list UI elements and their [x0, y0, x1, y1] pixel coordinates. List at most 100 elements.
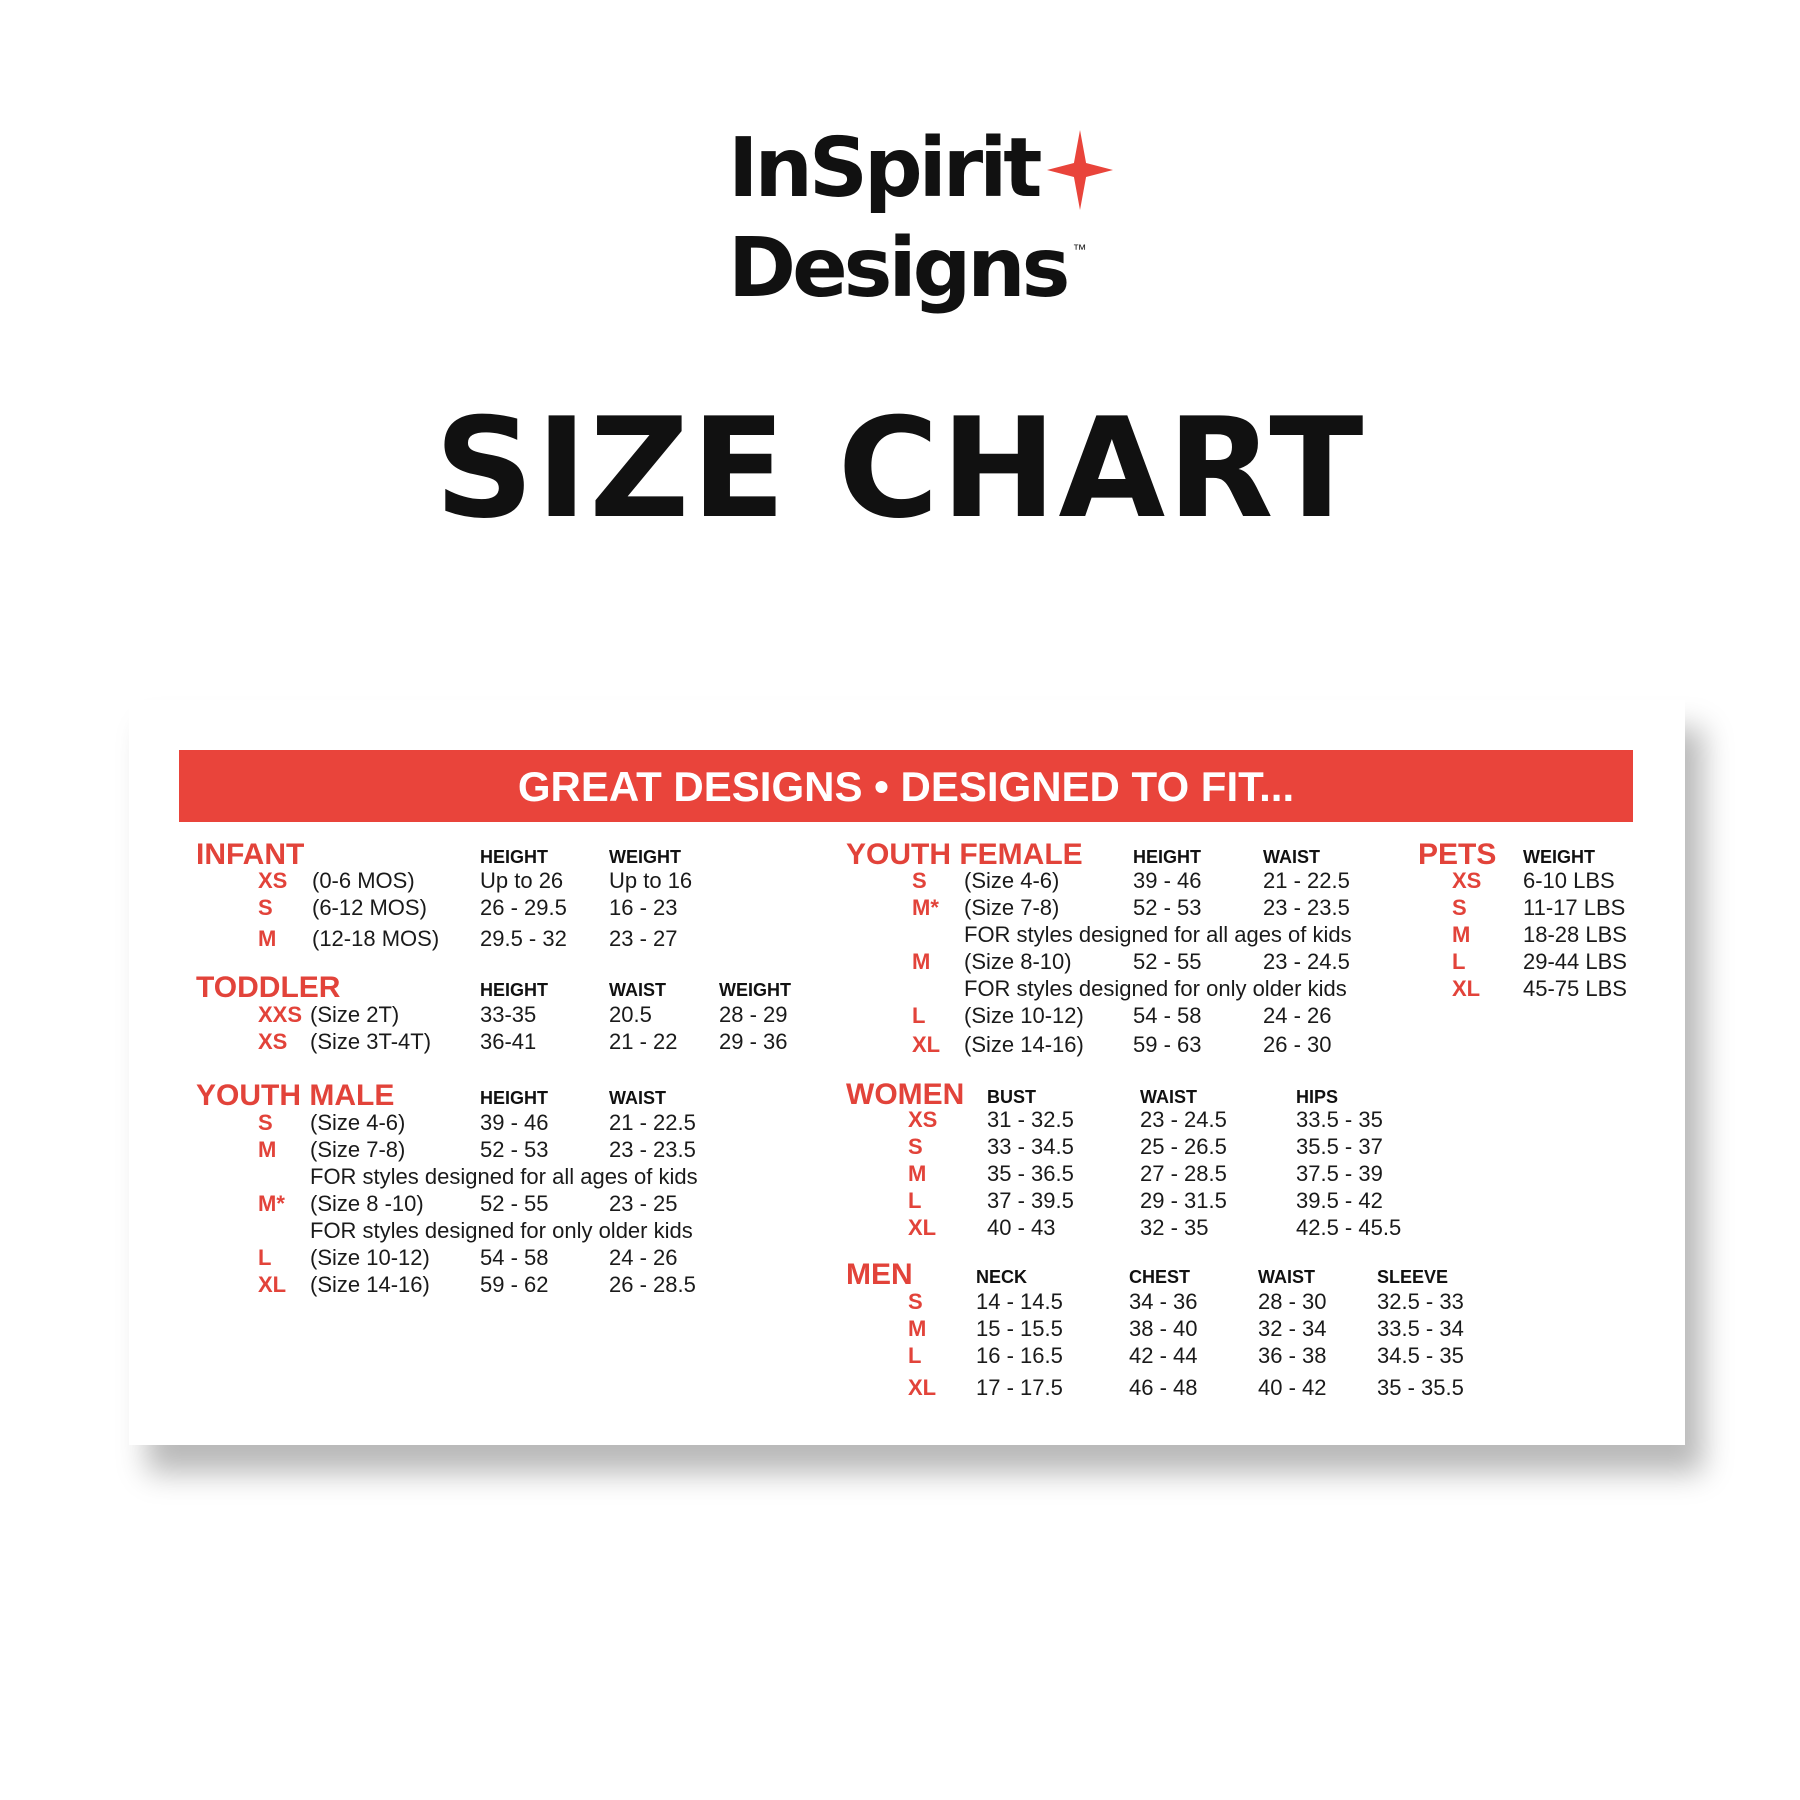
measurement-cell: Up to 26	[480, 868, 564, 893]
measurement-cell: 52 - 55	[1133, 949, 1202, 974]
row-note: FOR styles designed for all ages of kids	[964, 922, 1352, 947]
size-code: XL	[912, 1032, 941, 1057]
measurement-cell: 21 - 22	[609, 1029, 678, 1054]
section-title-infant: INFANT	[196, 838, 305, 871]
measurement-cell: 45-75 LBS	[1523, 976, 1627, 1001]
row-note: FOR styles designed for all ages of kids	[310, 1164, 698, 1189]
measurement-cell: 24 - 26	[1263, 1003, 1332, 1028]
measurement-cell: 37.5 - 39	[1296, 1161, 1383, 1186]
size-description: (0-6 MOS)	[312, 868, 415, 893]
measurement-cell: 24 - 26	[609, 1245, 678, 1270]
measurement-cell: 29 - 36	[719, 1029, 788, 1054]
size-code: XXS	[258, 1002, 303, 1027]
logo-line-2: Designs	[728, 221, 1070, 316]
size-code: XS	[1452, 868, 1482, 893]
size-code: S	[908, 1134, 923, 1159]
section-title-pets: PETS	[1418, 838, 1497, 871]
size-code: M	[912, 949, 931, 974]
measurement-cell: 36 - 38	[1258, 1343, 1327, 1368]
size-code: XL	[908, 1375, 937, 1400]
size-code: L	[1452, 949, 1466, 974]
size-description: (Size 3T-4T)	[310, 1029, 432, 1054]
measurement-cell: 20.5	[609, 1002, 652, 1027]
measurement-cell: 26 - 28.5	[609, 1272, 696, 1297]
measurement-cell: 33 - 34.5	[987, 1134, 1074, 1159]
measurement-cell: 40 - 43	[987, 1215, 1056, 1240]
size-code: M	[1452, 922, 1471, 947]
measurement-cell: 15 - 15.5	[976, 1316, 1063, 1341]
measurement-cell: 31 - 32.5	[987, 1107, 1074, 1132]
measurement-cell: 25 - 26.5	[1140, 1134, 1227, 1159]
row-note: FOR styles designed for only older kids	[964, 976, 1347, 1001]
size-code: M*	[912, 895, 939, 920]
section-title-youth-male: YOUTH MALE	[196, 1079, 395, 1112]
size-description: (Size 7-8)	[310, 1137, 406, 1162]
size-code: S	[258, 1110, 273, 1135]
column-header: WEIGHT	[609, 847, 681, 867]
column-header: NECK	[976, 1267, 1028, 1287]
measurement-cell: 32 - 34	[1258, 1316, 1327, 1341]
trademark-symbol: ™	[1072, 241, 1087, 257]
measurement-cell: 39 - 46	[1133, 868, 1202, 893]
measurement-cell: 29.5 - 32	[480, 926, 567, 951]
measurement-cell: 52 - 53	[1133, 895, 1202, 920]
size-description: (Size 10-12)	[964, 1003, 1084, 1028]
column-header: WEIGHT	[719, 980, 791, 1000]
logo-row-1: InSpirit	[728, 128, 1113, 210]
measurement-cell: 27 - 28.5	[1140, 1161, 1227, 1186]
measurement-cell: 28 - 29	[719, 1002, 788, 1027]
column-header: WAIST	[1263, 847, 1320, 867]
column-header: HIPS	[1296, 1087, 1339, 1107]
size-code: L	[908, 1188, 922, 1213]
measurement-cell: 23 - 23.5	[1263, 895, 1350, 920]
size-code: S	[908, 1289, 923, 1314]
measurement-cell: 34.5 - 35	[1377, 1343, 1464, 1368]
measurement-cell: 18-28 LBS	[1523, 922, 1627, 947]
measurement-cell: 33-35	[480, 1002, 537, 1027]
measurement-cell: 23 - 24.5	[1263, 949, 1350, 974]
measurement-cell: 32.5 - 33	[1377, 1289, 1464, 1314]
size-code: XS	[258, 1029, 288, 1054]
size-code: S	[1452, 895, 1467, 920]
column-header: WAIST	[1258, 1267, 1315, 1287]
column-header: SLEEVE	[1377, 1267, 1449, 1287]
measurement-cell: 26 - 29.5	[480, 895, 567, 920]
size-description: (Size 4-6)	[964, 868, 1060, 893]
measurement-cell: 54 - 58	[1133, 1003, 1202, 1028]
measurement-cell: 37 - 39.5	[987, 1188, 1074, 1213]
size-code: M	[258, 1137, 277, 1162]
size-description: (Size 14-16)	[964, 1032, 1084, 1057]
measurement-cell: 28 - 30	[1258, 1289, 1327, 1314]
size-code: S	[258, 895, 273, 920]
measurement-cell: 42 - 44	[1129, 1343, 1198, 1368]
size-code: XS	[258, 868, 288, 893]
star-icon	[1046, 130, 1113, 210]
logo-line-1: InSpirit	[728, 121, 1042, 216]
measurement-cell: 23 - 27	[609, 926, 678, 951]
size-code: M	[908, 1316, 927, 1341]
measurement-cell: 17 - 17.5	[976, 1375, 1063, 1400]
column-header: HEIGHT	[480, 1088, 549, 1108]
measurement-cell: 59 - 63	[1133, 1032, 1202, 1057]
size-code: XS	[908, 1107, 938, 1132]
logo-row-2: Designs ™	[728, 228, 1086, 310]
size-description: (6-12 MOS)	[312, 895, 427, 920]
measurement-cell: 6-10 LBS	[1523, 868, 1615, 893]
section-title-women: WOMEN	[846, 1078, 965, 1111]
measurement-cell: 23 - 25	[609, 1191, 678, 1216]
measurement-cell: 21 - 22.5	[609, 1110, 696, 1135]
measurement-cell: 35.5 - 37	[1296, 1134, 1383, 1159]
measurement-cell: 52 - 55	[480, 1191, 549, 1216]
column-header: WAIST	[609, 1088, 666, 1108]
size-code: M	[908, 1161, 927, 1186]
size-description: (Size 4-6)	[310, 1110, 406, 1135]
measurement-cell: 46 - 48	[1129, 1375, 1198, 1400]
size-description: (Size 10-12)	[310, 1245, 430, 1270]
size-code: L	[912, 1003, 926, 1028]
column-header: HEIGHT	[480, 980, 549, 1000]
measurement-cell: 11-17 LBS	[1523, 895, 1626, 920]
size-code: L	[908, 1343, 922, 1368]
column-header: HEIGHT	[1133, 847, 1202, 867]
size-description: (Size 8-10)	[964, 949, 1072, 974]
column-header: CHEST	[1129, 1267, 1191, 1287]
